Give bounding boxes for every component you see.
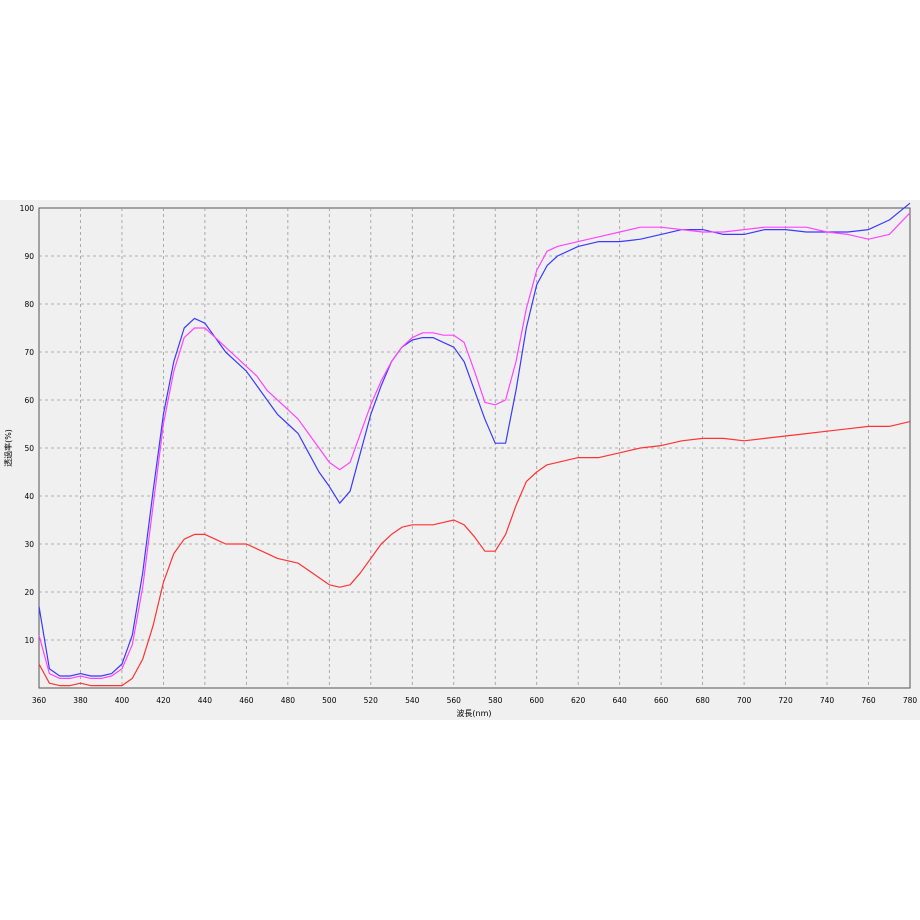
x-tick-label: 360 (32, 696, 47, 705)
y-tick-label: 20 (24, 588, 34, 597)
x-tick-label: 580 (488, 696, 503, 705)
y-tick-labels: 10 20 30 40 50 60 70 80 90 100 (20, 204, 35, 645)
grid-lines (39, 208, 910, 688)
x-tick-label: 740 (820, 696, 835, 705)
series-line-2 (38, 212, 911, 679)
x-tick-label: 560 (447, 696, 462, 705)
series-line-1 (38, 202, 911, 677)
x-tick-label: 680 (695, 696, 710, 705)
x-tick-label: 720 (778, 696, 793, 705)
x-tick-label: 520 (364, 696, 379, 705)
y-tick-label: 100 (20, 204, 35, 213)
x-tick-labels: 360 380 400 420 440 460 480 500 520 540 560 580 600 6… (32, 696, 918, 705)
y-tick-label: 70 (24, 348, 34, 357)
series-line-3 (38, 421, 911, 687)
x-tick-label: 660 (654, 696, 669, 705)
y-tick-label: 40 (24, 492, 34, 501)
x-tick-label: 460 (239, 696, 254, 705)
x-tick-label: 760 (861, 696, 876, 705)
x-tick-label: 700 (737, 696, 752, 705)
y-axis-label: 透過率(%) (3, 429, 13, 467)
x-tick-label: 480 (281, 696, 296, 705)
y-tick-label: 60 (24, 396, 34, 405)
x-axis-label: 波長(nm) (456, 708, 491, 718)
y-tick-label: 30 (24, 540, 34, 549)
x-tick-label: 620 (571, 696, 586, 705)
x-tick-label: 600 (530, 696, 545, 705)
x-tick-label: 640 (613, 696, 628, 705)
chart-panel: 360 380 400 420 440 460 480 500 520 540 560 580 600 6… (0, 200, 920, 720)
y-tick-label: 90 (24, 252, 34, 261)
y-tick-label: 50 (24, 444, 34, 453)
series-lines (38, 202, 911, 687)
x-tick-label: 440 (198, 696, 213, 705)
y-tick-label: 80 (24, 300, 34, 309)
y-tick-label: 10 (24, 636, 34, 645)
x-tick-label: 420 (156, 696, 171, 705)
x-tick-label: 400 (115, 696, 130, 705)
x-tick-label: 380 (73, 696, 88, 705)
x-tick-label: 540 (405, 696, 420, 705)
transmittance-chart: 360 380 400 420 440 460 480 500 520 540 560 580 600 6… (3, 202, 918, 718)
x-tick-label: 500 (322, 696, 337, 705)
x-tick-label: 780 (903, 696, 918, 705)
